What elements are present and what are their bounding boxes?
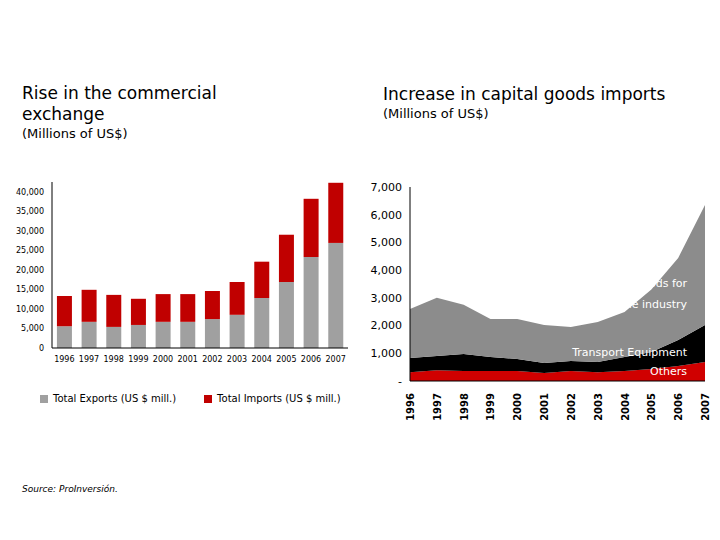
svg-text:30,000: 30,000 [16,227,44,236]
svg-text:1998: 1998 [459,393,470,421]
svg-text:2003: 2003 [227,355,247,364]
svg-text:1999: 1999 [485,393,496,421]
html-text:Others: Others [650,365,687,378]
svg-text:1997: 1997 [79,355,99,364]
html-text:Rise in the commercial exchang: Rise in the commercial exchange [22,83,217,124]
html-text:Increase in capital goods impo: Increase in capital goods imports [383,84,666,104]
svg-text:2,000: 2,000 [371,319,403,332]
svg-text:2002: 2002 [202,355,222,364]
html-text:Transport Equipment: Transport Equipment [572,346,687,359]
html-text:(Millions of US$): (Millions of US$) [22,126,128,141]
svg-text:0: 0 [39,344,44,353]
svg-text:5,000: 5,000 [21,324,44,333]
svg-text:25,000: 25,000 [16,246,44,255]
svg-text:1996: 1996 [54,355,74,364]
svg-text:2000: 2000 [512,393,523,421]
svg-text:3,000: 3,000 [371,292,403,305]
svg-text:2005: 2005 [646,393,657,421]
svg-text:2004: 2004 [620,393,631,421]
svg-text:20,000: 20,000 [16,266,44,275]
svg-text:1,000: 1,000 [371,347,403,360]
svg-text:2007: 2007 [325,355,345,364]
svg-text:7,000: 7,000 [371,181,403,194]
svg-text:2000: 2000 [153,355,173,364]
svg-text:2001: 2001 [539,393,550,421]
svg-text:2003: 2003 [593,393,604,421]
svg-text:1999: 1999 [128,355,148,364]
svg-text:10,000: 10,000 [16,305,44,314]
html-text:Total Exports (US $ mill.): Total Exports (US $ mill.) [53,393,177,404]
html-text:Source: ProInversión.: Source: ProInversión. [22,484,118,494]
svg-text:1996: 1996 [405,393,416,421]
svg-text:2004: 2004 [251,355,271,364]
html-text:Capital goods for the industry: Capital goods for the industry [593,277,687,311]
svg-text:40,000: 40,000 [16,188,44,197]
html-text:Total Imports (US $ mill.): Total Imports (US $ mill.) [217,393,341,404]
html-text:(Millions of US$): (Millions of US$) [383,106,489,121]
svg-text:2006: 2006 [673,393,684,421]
svg-text:4,000: 4,000 [371,264,403,277]
svg-text:2007: 2007 [700,393,711,421]
svg-text:6,000: 6,000 [371,209,403,222]
svg-text:2001: 2001 [177,355,197,364]
svg-text:15,000: 15,000 [16,285,44,294]
svg-text:1998: 1998 [103,355,123,364]
svg-text:-: - [398,375,402,388]
svg-text:1997: 1997 [432,393,443,421]
svg-text:2005: 2005 [276,355,296,364]
svg-text:2002: 2002 [566,393,577,421]
svg-text:35,000: 35,000 [16,207,44,216]
svg-text:5,000: 5,000 [371,236,403,249]
svg-text:2006: 2006 [301,355,321,364]
